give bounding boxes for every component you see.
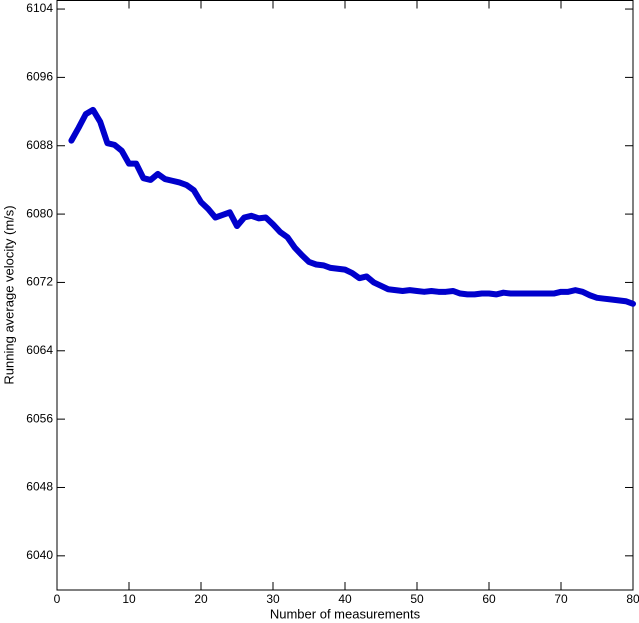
y-tick-label: 6096 (26, 70, 53, 84)
x-tick-label: 60 (482, 592, 496, 606)
x-tick-label: 40 (338, 592, 352, 606)
x-tick-label: 20 (194, 592, 208, 606)
x-tick-label: 80 (626, 592, 639, 606)
y-axis-title: Running average velocity (m/s) (1, 205, 16, 384)
y-tick-label: 6064 (26, 343, 53, 357)
y-tick-label: 6056 (26, 411, 53, 425)
y-tick-label: 6072 (26, 275, 53, 289)
x-tick-label: 0 (54, 592, 61, 606)
y-tick-label: 6088 (26, 138, 53, 152)
x-tick-label: 10 (122, 592, 136, 606)
y-tick-label: 6104 (26, 1, 53, 15)
x-tick-label: 30 (266, 592, 280, 606)
x-axis-title: Number of measurements (270, 606, 421, 621)
y-tick-label: 6040 (26, 548, 53, 562)
y-tick-label: 6048 (26, 480, 53, 494)
y-tick-label: 6080 (26, 206, 53, 220)
x-tick-label: 70 (554, 592, 568, 606)
data-line (68, 106, 636, 307)
x-tick-label: 50 (410, 592, 424, 606)
